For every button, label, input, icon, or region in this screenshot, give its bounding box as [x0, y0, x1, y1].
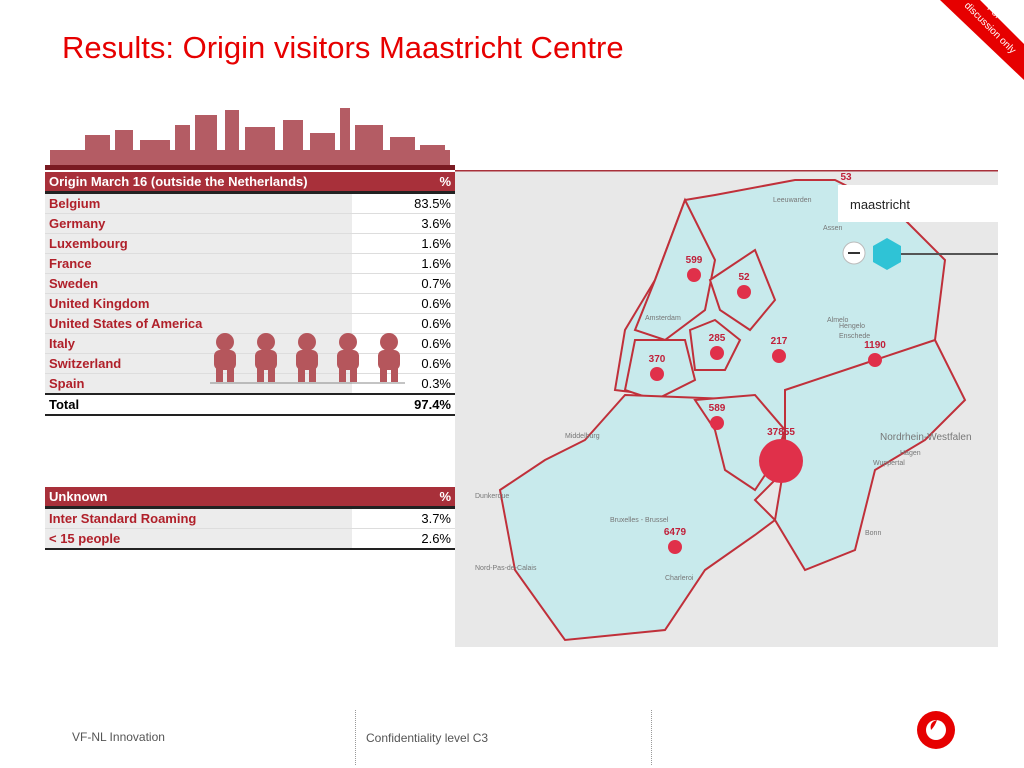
count-label: 370: [649, 354, 666, 365]
place-label: Enschede: [839, 333, 870, 340]
value-cell: 0.6%: [352, 333, 455, 354]
label-cell: Belgium: [45, 192, 352, 214]
value-cell: 2.6%: [352, 528, 455, 550]
label-cell: Inter Standard Roaming: [45, 507, 352, 529]
map: 53 599 52 370 285 217 1190 589 37855 6479 maastric…: [455, 170, 998, 647]
row: Germany 3.6%: [45, 213, 455, 234]
count-label: 37855: [767, 427, 795, 438]
count-label: 285: [709, 333, 726, 344]
value-cell: 1.6%: [352, 253, 455, 274]
place-label: Wuppertal: [873, 460, 905, 467]
place-label: Dunkerque: [475, 493, 509, 500]
place-label: Amsterdam: [645, 315, 681, 322]
count-label: 599: [686, 255, 703, 266]
row: France 1.6%: [45, 253, 455, 274]
place-label: Almelo: [827, 317, 849, 324]
unknown-table: Unknown% Inter Standard Roaming 3.7% < 15 p…: [45, 487, 455, 550]
row: United States of America 0.6%: [45, 313, 455, 334]
value-cell: 3.7%: [352, 507, 455, 529]
header-row: Unknown%: [45, 487, 455, 509]
total-row: Total 97.4%: [45, 393, 455, 416]
ribbon: For discussion only: [940, 0, 1024, 80]
label-cell: United Kingdom: [45, 293, 352, 314]
count-label: 1190: [864, 340, 886, 351]
row: Luxembourg 1.6%: [45, 233, 455, 254]
count-label: 217: [771, 336, 788, 347]
count-dot: [772, 349, 786, 363]
label-cell: Luxembourg: [45, 233, 352, 254]
label-cell: United States of America: [45, 313, 352, 334]
place-label: Assen: [823, 225, 843, 232]
place-label: Bonn: [865, 530, 881, 537]
origin-table: Origin March 16 (outside the Netherlands…: [45, 172, 455, 416]
search-box[interactable]: [838, 185, 998, 222]
label-cell: Total: [45, 393, 352, 416]
place-label: Hagen: [900, 450, 921, 457]
row: Sweden 0.7%: [45, 273, 455, 294]
footer-left: VF-NL Innovation: [72, 730, 165, 744]
label-cell: Sweden: [45, 273, 352, 294]
label-cell: < 15 people: [45, 528, 352, 550]
header-cell: Unknown: [45, 487, 352, 509]
row: Belgium 83.5%: [45, 192, 455, 214]
search-text: maastricht: [850, 197, 910, 212]
place-label: Middelburg: [565, 433, 600, 440]
row: United Kingdom 0.6%: [45, 293, 455, 314]
value-cell: 0.7%: [352, 273, 455, 294]
ribbon-band: [940, 0, 1024, 80]
value-cell: 1.6%: [352, 233, 455, 254]
count-label: 6479: [664, 527, 687, 538]
count-label: 53: [840, 172, 852, 183]
row: Italy 0.6%: [45, 333, 455, 354]
header-cell: %: [352, 487, 455, 509]
footer-center: Confidentiality level C3: [366, 731, 489, 745]
people-icons: [210, 333, 405, 384]
label-cell: Germany: [45, 213, 352, 234]
value-cell: 0.6%: [352, 293, 455, 314]
row: < 15 people 2.6%: [45, 528, 455, 550]
slide-title: Results: Origin visitors Maastricht Cent…: [62, 30, 624, 65]
header-cell: Origin March 16 (outside the Netherlands…: [45, 172, 352, 194]
count-dot: [710, 346, 724, 360]
count-dot: [710, 416, 724, 430]
count-label: 52: [738, 272, 750, 283]
row: Inter Standard Roaming 3.7%: [45, 507, 455, 529]
place-label: Charleroi: [665, 575, 694, 582]
count-dot: [687, 268, 701, 282]
count-dot: [737, 285, 751, 299]
value-cell: 97.4%: [352, 393, 455, 416]
count-label: 589: [709, 403, 726, 414]
label-cell: France: [45, 253, 352, 274]
count-dot: [868, 353, 882, 367]
place-label: Nordrhein-Westfalen: [880, 432, 972, 443]
header-row: Origin March 16 (outside the Netherlands…: [45, 172, 455, 194]
header-cell: %: [352, 172, 455, 194]
logo: [917, 711, 955, 749]
place-label: Leeuwarden: [773, 197, 812, 204]
skyline: [45, 108, 455, 170]
value-cell: 83.5%: [352, 192, 455, 214]
count-dot: [668, 540, 682, 554]
value-cell: 3.6%: [352, 213, 455, 234]
label-cell: Italy: [45, 333, 352, 354]
value-cell: 0.6%: [352, 353, 455, 374]
value-cell: 0.6%: [352, 313, 455, 334]
count-dot: [759, 439, 803, 483]
place-label: Hengelo: [839, 323, 865, 330]
place-label: Bruxelles - Brussel: [610, 517, 669, 524]
place-label: Nord-Pas-de-Calais: [475, 565, 537, 572]
count-dot: [650, 367, 664, 381]
